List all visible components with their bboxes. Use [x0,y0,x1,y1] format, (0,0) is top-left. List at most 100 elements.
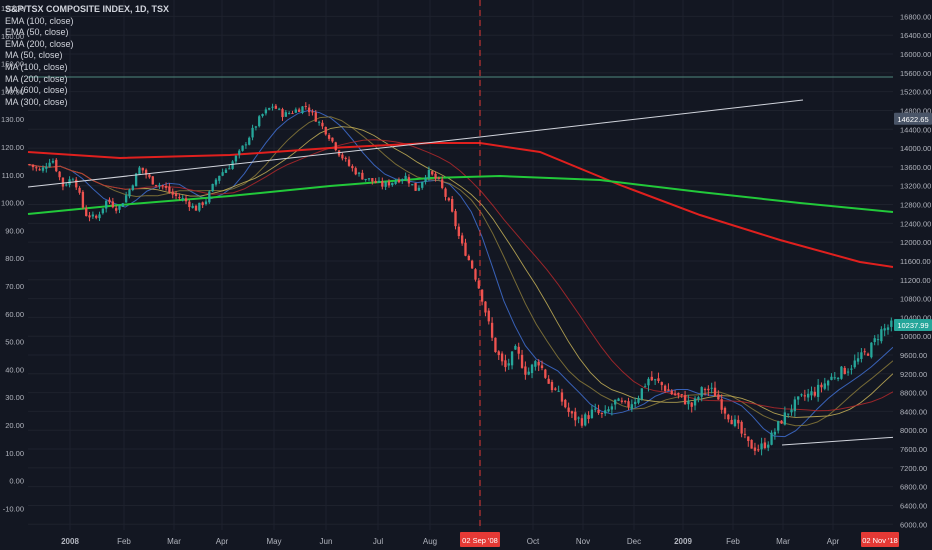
left-tick-label: 60.00 [5,310,24,319]
candle-body [268,108,271,110]
candle-body [787,413,790,415]
candle-body [141,167,144,171]
candle-body [610,406,614,410]
time-label: Dec [627,537,641,546]
left-tick-label: -10.00 [3,504,24,513]
candle-body [480,289,484,302]
symbol-title[interactable]: S&P/TSX COMPOSITE INDEX, 1D, TSX [5,4,170,14]
candle-body [244,144,248,146]
candle-body [840,366,843,379]
left-tick-label: 110.00 [2,171,24,180]
candle-body [474,269,477,280]
time-label: Feb [117,537,131,546]
left-tick-label: 30.00 [5,393,24,402]
candle-body [407,177,411,184]
trend-line-lower[interactable] [781,436,899,446]
candle-body [497,351,500,356]
candle-body [587,415,590,419]
candle-body [45,166,48,169]
candle-body [614,399,617,405]
trend-line-extension[interactable] [479,99,804,138]
candle-body [95,215,98,218]
left-price-axis[interactable]: 170.00 160.00 150.00 140.00 130.00 120.00 110.… [1,4,24,513]
candle-body [717,394,720,400]
candle-body [91,214,95,217]
trend-line-upper[interactable] [27,136,481,188]
candle-body [707,388,710,391]
right-axis-bg [893,0,932,530]
candle-body [557,390,560,392]
candle-body [590,409,594,418]
candle-body [178,197,181,199]
candle-body [31,164,35,168]
candle-body [630,404,634,409]
indicator-ma-600[interactable]: MA (600, close) [5,85,68,96]
candle-body [580,418,584,426]
candle-body [690,402,693,407]
candle-body [727,414,730,420]
candle-body [780,420,783,424]
right-tick-label: 8400.00 [900,407,927,416]
candle-body [757,449,760,451]
left-tick-label: 170.00 [1,4,24,13]
candle-body [773,431,777,435]
left-tick-label: 40.00 [5,365,24,374]
indicator-ema-200[interactable]: EMA (200, close) [5,38,74,49]
candle-body [767,444,770,448]
candle-body [647,378,650,386]
candle-body [747,436,750,441]
candle-body [108,199,111,203]
candle-body [836,377,840,379]
candle-body [574,411,577,421]
candle-body [35,167,38,169]
right-tick-label: 6800.00 [900,483,927,492]
candle-body [733,419,737,427]
candle-body [607,409,610,412]
candle-body [341,154,344,159]
right-tick-label: 16400.00 [900,31,931,40]
candle-body [663,385,667,391]
candle-body [427,169,431,179]
ma-line-0 [27,109,894,438]
candle-body [823,383,826,389]
candle-body [667,389,670,391]
candle-body [174,193,178,196]
candle-body [124,195,128,203]
indicator-ma-100[interactable]: MA (100, close) [5,61,68,72]
time-axis[interactable]: 2008 Feb Mar Apr May Jun Jul Aug Oct Nov Dec 2009 Fe… [0,530,932,550]
candle-body [813,391,816,396]
candle-body [131,185,134,191]
indicator-ma-200[interactable]: MA (200, close) [5,73,68,84]
candle-body [777,421,780,431]
candle-body [886,327,890,330]
trend-lines[interactable] [27,99,899,446]
candle-body [670,390,673,395]
candle-body [121,203,124,207]
candle-body [105,200,108,209]
candle-body [653,379,657,381]
candle-body [151,176,154,185]
time-label: Aug [423,537,437,546]
candle-body [231,161,234,169]
candle-body [560,392,564,402]
candle-body [101,208,105,214]
indicator-ema-50[interactable]: EMA (50, close) [5,27,69,38]
candle-body [770,432,773,445]
candle-body [803,395,807,397]
right-price-axis[interactable]: 16800.00 16400.00 16000.00 15600.00 15200.00… [893,0,932,530]
indicator-ema-100[interactable]: EMA (100, close) [5,15,74,26]
candle-body [524,366,527,375]
candle-body [584,414,587,426]
candle-body [554,388,557,390]
indicator-ma-50[interactable]: MA (50, close) [5,50,63,61]
candle-body [457,226,461,237]
cursor-date-label: 02 Sep '08 [462,536,498,545]
candle-body [417,187,421,191]
candle-body [264,109,268,114]
indicator-ma-300[interactable]: MA (300, close) [5,96,68,107]
candle-body [278,108,281,110]
candle-body [451,199,454,212]
candle-body [198,202,201,211]
candle-body [414,182,417,191]
